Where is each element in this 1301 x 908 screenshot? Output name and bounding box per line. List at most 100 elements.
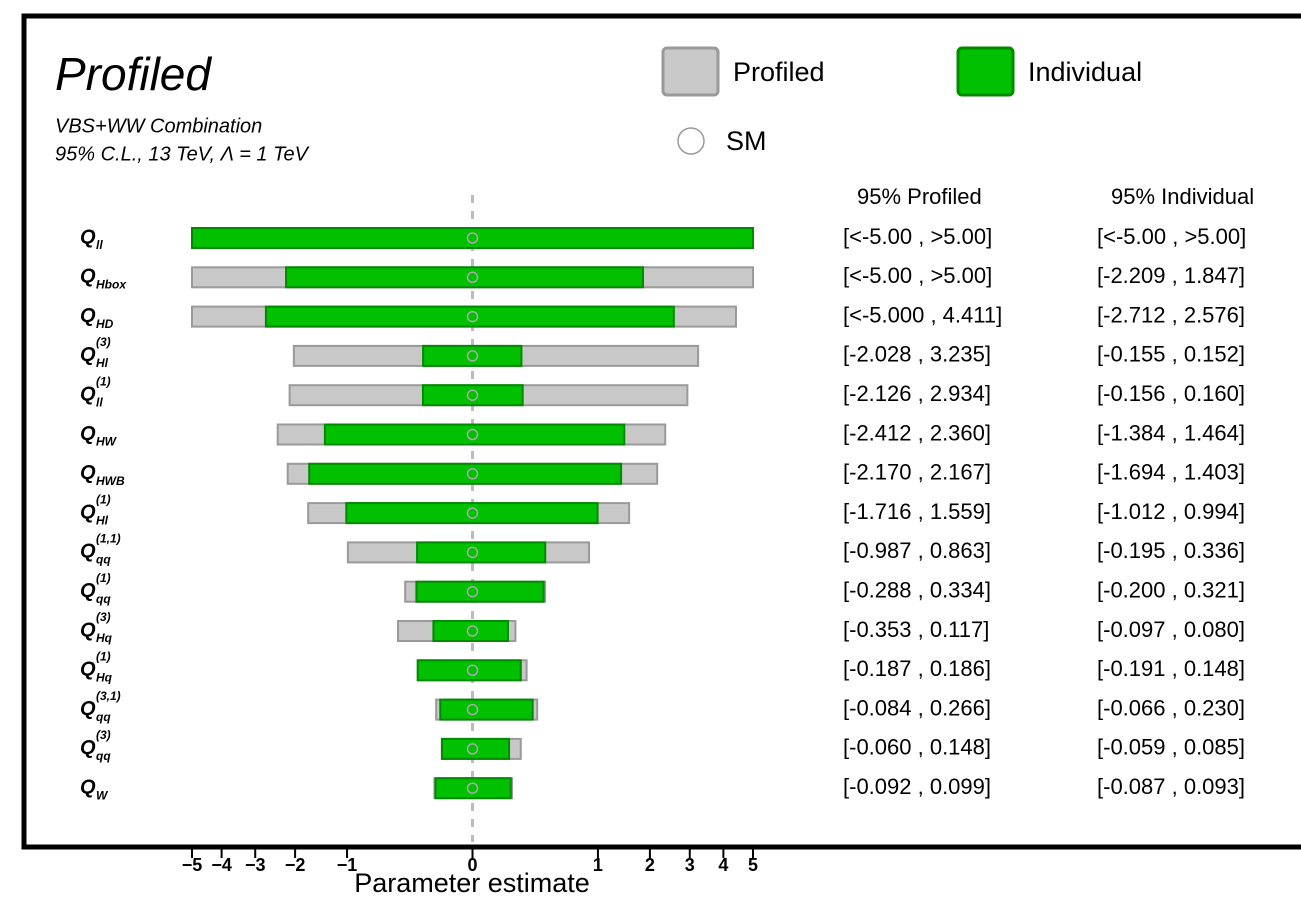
interval-label: [-0.084 , 0.266]	[843, 695, 991, 720]
parameter-superscript: (1)	[96, 374, 111, 388]
interval-bar	[441, 737, 511, 760]
parameter-superscript: (3)	[96, 728, 111, 742]
interval-label: [-0.097 , 0.080]	[1097, 617, 1245, 642]
parameter-subscript: Hq	[96, 670, 113, 684]
interval-label: [-1.384 , 1.464]	[1097, 420, 1245, 445]
interval-bar	[416, 541, 547, 564]
x-axis-label: Parameter estimate	[354, 868, 590, 898]
interval-label: [-1.694 , 1.403]	[1097, 460, 1245, 485]
parameter-superscript: (3)	[96, 610, 111, 624]
chart-title: Profiled	[55, 48, 212, 100]
parameter-subscript: Hl	[96, 356, 109, 370]
parameter-superscript: (1)	[96, 492, 111, 506]
parameter-superscript: (1)	[96, 649, 111, 663]
parameter-subscript: Hl	[96, 513, 109, 527]
parameter-symbol: Q	[80, 266, 96, 288]
sm-marker	[466, 507, 479, 519]
interval-bar	[264, 305, 675, 328]
x-tick-label: −3	[245, 855, 266, 875]
sm-marker	[466, 546, 479, 559]
subtitle: VBS+WW Combination	[55, 115, 262, 137]
sm-marker	[466, 664, 479, 677]
legend-swatch	[661, 46, 720, 97]
interval-label: [-0.187 , 0.186]	[843, 656, 991, 681]
parameter-subscript: qq	[96, 749, 111, 763]
interval-label: [<-5.00 , >5.00]	[1097, 224, 1246, 249]
parameter-superscript: (3)	[96, 335, 111, 349]
interval-bar	[432, 620, 509, 642]
legend-label: SM	[726, 126, 767, 156]
x-tick-label: 5	[748, 855, 758, 875]
parameter-symbol: Q	[80, 659, 96, 681]
x-tick-label: −4	[211, 855, 232, 875]
interval-bar	[434, 777, 512, 800]
x-tick-label: 1	[593, 855, 603, 875]
sm-marker	[466, 468, 479, 480]
parameter-symbol: Q	[80, 383, 96, 405]
sm-marker	[466, 350, 479, 362]
legend-swatch	[956, 46, 1015, 97]
x-tick-label: 2	[645, 855, 655, 875]
sm-marker	[466, 585, 479, 598]
interval-label: [-0.987 , 0.863]	[843, 538, 991, 563]
interval-label: [-0.288 , 0.334]	[843, 578, 991, 603]
sm-marker	[466, 625, 479, 637]
interval-bar	[421, 384, 524, 407]
sm-marker	[466, 743, 479, 755]
column-header: 95% Individual	[1111, 184, 1254, 209]
interval-label: [-1.716 , 1.559]	[843, 499, 991, 524]
parameter-superscript: (1)	[96, 571, 111, 585]
interval-label: [-0.066 , 0.230]	[1097, 695, 1245, 720]
interval-bar	[415, 580, 545, 603]
parameter-symbol: Q	[80, 698, 96, 720]
interval-bar	[345, 502, 599, 525]
x-tick-label: −5	[182, 855, 203, 875]
parameter-symbol: Q	[80, 619, 96, 641]
parameter-subscript: Hq	[96, 631, 113, 645]
interval-label: [-0.200 , 0.321]	[1097, 578, 1245, 603]
parameter-subscript: HW	[96, 435, 118, 449]
parameter-symbol: Q	[80, 423, 96, 445]
sm-marker	[466, 782, 479, 794]
x-tick-label: 4	[718, 855, 728, 875]
legend-sm-marker	[677, 127, 705, 155]
interval-bar	[191, 227, 754, 249]
parameter-symbol: Q	[80, 305, 96, 327]
parameter-subscript: HD	[96, 317, 114, 331]
x-tick-label: −2	[285, 855, 306, 875]
x-tick-label: 3	[685, 855, 695, 875]
subtitle: 95% C.L., 13 TeV, Λ = 1 TeV	[55, 143, 310, 165]
interval-label: [-0.156 , 0.160]	[1097, 381, 1245, 406]
interval-label: [<-5.00 , >5.00]	[843, 224, 992, 249]
parameter-symbol: Q	[80, 737, 96, 759]
interval-label: [-2.170 , 2.167]	[843, 460, 991, 485]
interval-label: [-0.195 , 0.336]	[1097, 538, 1245, 563]
interval-label: [-2.028 , 3.235]	[843, 342, 991, 367]
parameter-subscript: qq	[96, 710, 111, 724]
parameter-superscript: (3,1)	[96, 689, 121, 703]
parameter-symbol: Q	[80, 462, 96, 484]
interval-bar	[323, 423, 626, 446]
interval-label: [-0.092 , 0.099]	[843, 774, 991, 799]
sm-marker	[466, 232, 479, 244]
interval-label: [<-5.000 , 4.411]	[843, 302, 1002, 327]
sm-marker	[466, 271, 479, 284]
interval-label: [-1.012 , 0.994]	[1097, 499, 1245, 524]
parameter-symbol: Q	[80, 226, 96, 248]
parameter-subscript: HWB	[96, 474, 125, 488]
interval-label: [-0.087 , 0.093]	[1097, 774, 1245, 799]
parameter-subscript: qq	[96, 592, 111, 606]
parameter-symbol: Q	[80, 776, 96, 798]
column-header: 95% Profiled	[857, 184, 982, 209]
interval-label: [-0.155 , 0.152]	[1097, 342, 1245, 367]
parameter-subscript: W	[96, 788, 109, 802]
parameter-superscript: (1,1)	[96, 532, 121, 546]
interval-bar	[285, 266, 644, 289]
interval-label: [-0.191 , 0.148]	[1097, 656, 1245, 681]
interval-label: [-2.209 , 1.847]	[1097, 263, 1245, 288]
sm-marker	[466, 389, 479, 401]
parameter-symbol: Q	[80, 541, 96, 563]
x-tick-label: 0	[467, 855, 477, 875]
